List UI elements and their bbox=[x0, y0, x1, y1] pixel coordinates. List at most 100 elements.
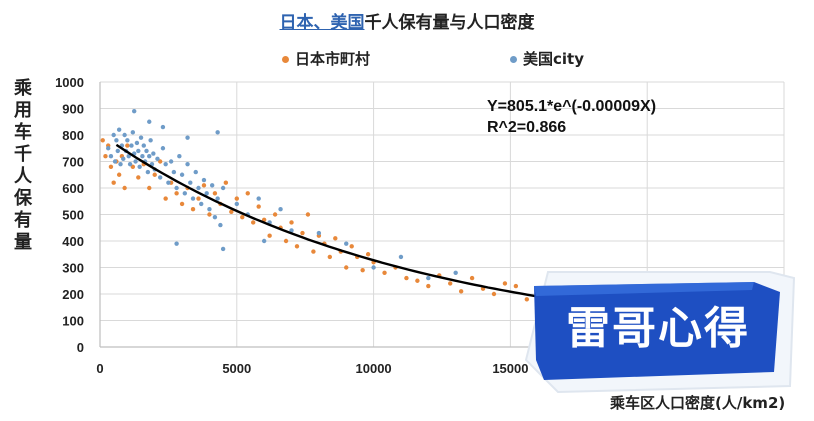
y-tick-label: 900 bbox=[62, 102, 84, 117]
point-japan bbox=[152, 172, 157, 177]
point-us bbox=[132, 108, 137, 114]
legend-marker-japan bbox=[282, 56, 289, 63]
point-us bbox=[160, 124, 166, 130]
point-us bbox=[108, 154, 114, 159]
point-us bbox=[278, 207, 283, 212]
point-us bbox=[147, 154, 152, 159]
point-us bbox=[115, 148, 120, 154]
point-japan bbox=[513, 283, 519, 289]
point-japan bbox=[100, 138, 105, 143]
point-japan bbox=[125, 143, 130, 148]
point-japan bbox=[163, 196, 168, 201]
point-us bbox=[215, 130, 220, 135]
point-japan bbox=[174, 191, 179, 196]
point-us bbox=[188, 180, 193, 185]
point-us bbox=[106, 146, 111, 151]
point-japan bbox=[327, 254, 333, 260]
y-tick-label: 200 bbox=[62, 287, 84, 302]
point-japan bbox=[130, 164, 136, 169]
point-japan bbox=[251, 220, 256, 225]
point-us bbox=[137, 164, 142, 169]
point-japan bbox=[196, 196, 201, 201]
point-japan bbox=[300, 230, 305, 236]
point-japan bbox=[524, 297, 530, 302]
point-japan bbox=[179, 201, 185, 207]
point-japan bbox=[103, 154, 108, 159]
point-us bbox=[190, 196, 196, 201]
x-axis-label: 乘车区人口密度(人/km2) bbox=[610, 394, 786, 412]
point-japan bbox=[344, 265, 349, 270]
y-tick-label: 300 bbox=[62, 261, 84, 276]
point-us bbox=[125, 138, 130, 143]
point-us bbox=[199, 201, 204, 207]
chart-title: 日本、美国千人保有量与人口密度 bbox=[0, 8, 814, 33]
point-us bbox=[116, 127, 122, 132]
y-tick-label: 1000 bbox=[55, 75, 84, 90]
point-japan bbox=[272, 212, 278, 217]
point-us bbox=[122, 132, 127, 138]
point-japan bbox=[426, 283, 431, 289]
point-us bbox=[207, 207, 212, 212]
point-japan bbox=[360, 267, 365, 273]
point-us bbox=[157, 175, 163, 180]
point-us bbox=[316, 230, 322, 236]
point-us bbox=[174, 241, 179, 246]
point-us bbox=[212, 214, 218, 220]
point-japan bbox=[502, 281, 508, 286]
point-us bbox=[130, 130, 136, 135]
point-us bbox=[204, 191, 209, 196]
point-japan bbox=[283, 238, 289, 244]
point-us bbox=[218, 222, 223, 228]
point-us bbox=[182, 191, 188, 196]
point-us bbox=[168, 159, 174, 164]
point-us bbox=[133, 159, 138, 164]
point-us bbox=[179, 172, 185, 177]
point-japan bbox=[305, 212, 311, 217]
point-japan bbox=[469, 275, 475, 281]
point-us bbox=[201, 177, 207, 183]
point-us bbox=[166, 180, 171, 185]
y-tick-label: 100 bbox=[62, 314, 84, 329]
point-us bbox=[118, 161, 123, 167]
point-japan bbox=[136, 175, 141, 180]
x-tick-label: 5000 bbox=[222, 361, 251, 376]
y-tick-label: 400 bbox=[62, 234, 84, 249]
x-tick-label: 0 bbox=[96, 361, 103, 376]
point-us bbox=[234, 201, 239, 207]
point-us bbox=[171, 169, 177, 175]
point-us bbox=[114, 138, 119, 143]
x-tick-label: 10000 bbox=[356, 361, 392, 376]
legend-item-japan: 日本市町村 bbox=[282, 48, 370, 69]
chart-title-part1: 日本、美国 bbox=[279, 13, 365, 33]
point-us bbox=[160, 146, 166, 151]
point-us bbox=[111, 132, 116, 138]
point-japan bbox=[289, 220, 294, 225]
point-japan bbox=[491, 291, 497, 297]
point-japan bbox=[404, 275, 409, 281]
point-japan bbox=[190, 207, 196, 212]
point-japan bbox=[365, 252, 371, 257]
point-us bbox=[193, 169, 198, 175]
point-japan bbox=[245, 191, 250, 196]
point-us bbox=[174, 185, 179, 191]
trendline-equation: Y=805.1*e^(-0.00009X) R^2=0.866 bbox=[487, 96, 656, 138]
point-japan bbox=[256, 204, 261, 209]
legend-marker-us bbox=[510, 56, 517, 63]
point-us bbox=[151, 151, 156, 156]
point-us bbox=[256, 196, 261, 201]
point-us bbox=[163, 161, 168, 167]
point-japan bbox=[234, 196, 239, 201]
point-us bbox=[426, 275, 431, 281]
point-japan bbox=[223, 180, 229, 185]
point-us bbox=[215, 196, 220, 201]
point-us bbox=[112, 159, 118, 164]
point-us bbox=[185, 135, 190, 140]
point-us bbox=[289, 228, 294, 233]
point-japan bbox=[311, 249, 316, 254]
point-us bbox=[155, 156, 160, 162]
y-tick-label: 500 bbox=[62, 208, 84, 223]
trendline-r2: R^2=0.866 bbox=[487, 119, 567, 136]
point-japan bbox=[448, 281, 453, 286]
point-us bbox=[129, 143, 134, 148]
point-us bbox=[141, 143, 146, 148]
